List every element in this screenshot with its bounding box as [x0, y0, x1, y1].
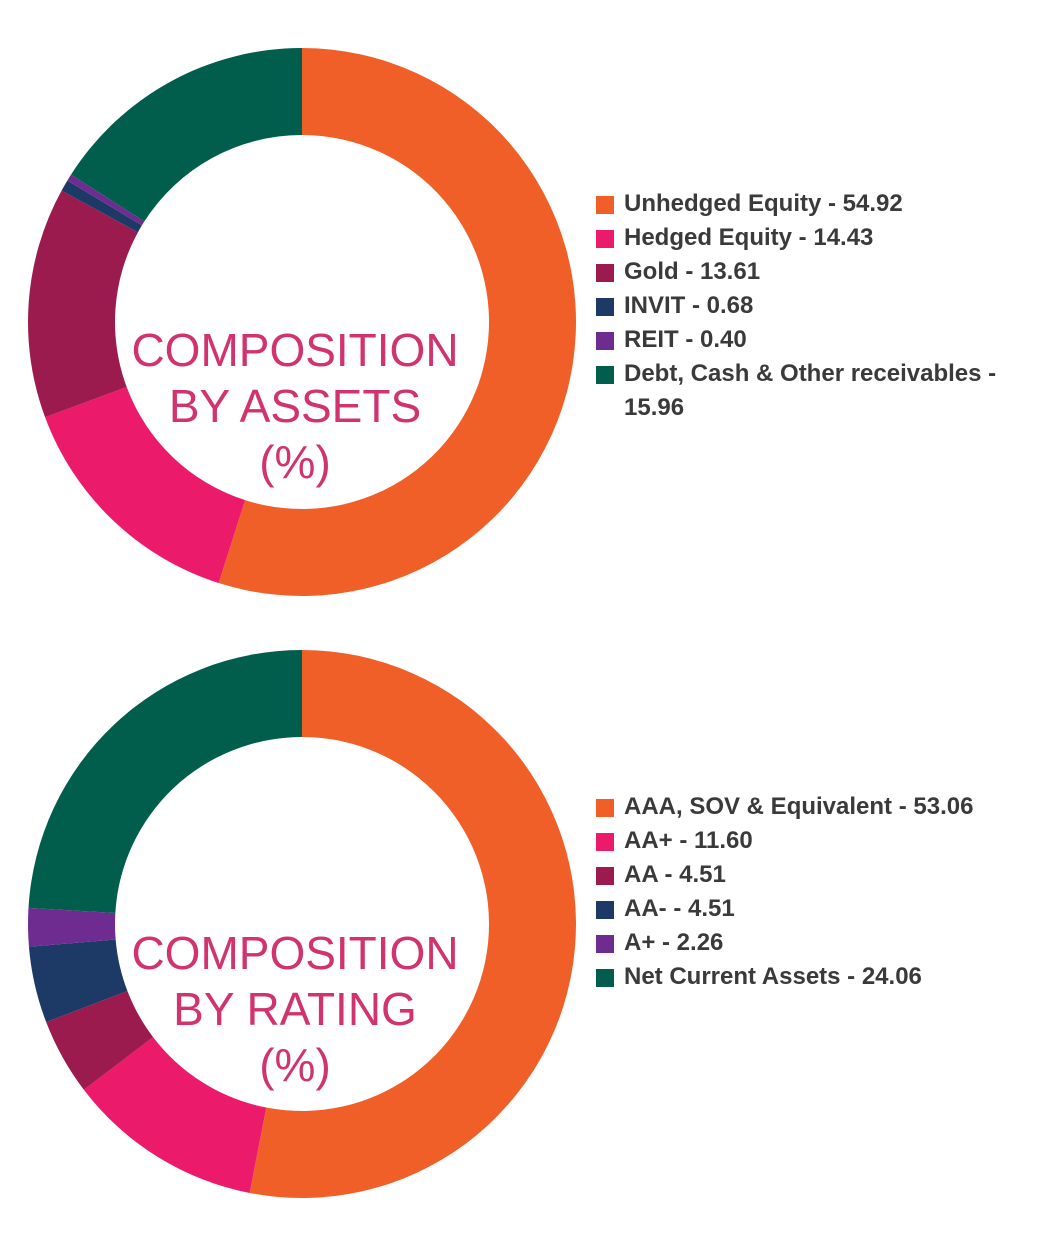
- assets-center-line-2: BY ASSETS: [168, 380, 422, 432]
- legend-label: Unhedged Equity - 54.92: [624, 190, 903, 217]
- legend-swatch: [596, 901, 614, 919]
- legend-label: Debt, Cash & Other receivables - 15.96: [624, 360, 997, 421]
- assets-center-label: COMPOSITION BY ASSETS (%): [115, 322, 475, 490]
- assets-legend: Unhedged Equity - 54.92 Hedged Equity - …: [596, 187, 1026, 425]
- assets-slice-2: [27, 190, 138, 418]
- rating-slice-4: [28, 907, 116, 947]
- assets-legend-item: Debt, Cash & Other receivables - 15.96: [596, 357, 1026, 425]
- assets-slice-5: [71, 48, 303, 222]
- legend-label: AA - 4.51: [624, 861, 726, 888]
- rating-center-label: COMPOSITION BY RATING (%): [115, 925, 475, 1093]
- rating-legend-item: Net Current Assets - 24.06: [596, 960, 1026, 994]
- assets-center-line-1: COMPOSITION: [131, 324, 459, 376]
- legend-swatch: [596, 366, 614, 384]
- rating-slice-0: [249, 650, 576, 1198]
- rating-center-line-1: COMPOSITION: [131, 927, 459, 979]
- rating-slice-3: [28, 939, 128, 1023]
- rating-slice-1: [83, 1037, 267, 1193]
- assets-legend-item: REIT - 0.40: [596, 323, 1026, 357]
- legend-swatch: [596, 264, 614, 282]
- legend-label: A+ - 2.26: [624, 929, 724, 956]
- assets-slice-3: [61, 180, 142, 233]
- legend-swatch: [596, 935, 614, 953]
- legend-label: Net Current Assets - 24.06: [624, 963, 922, 990]
- assets-legend-item: Gold - 13.61: [596, 255, 1026, 289]
- assets-donut-chart: [27, 48, 577, 597]
- rating-legend-item: AA - 4.51: [596, 858, 1026, 892]
- assets-legend-item: Unhedged Equity - 54.92: [596, 187, 1026, 221]
- legend-label: Gold - 13.61: [624, 258, 761, 285]
- rating-legend-item: AA+ - 11.60: [596, 824, 1026, 858]
- legend-swatch: [596, 867, 614, 885]
- legend-label: INVIT - 0.68: [624, 292, 754, 319]
- rating-donut-chart: [28, 650, 576, 1198]
- rating-slice-2: [46, 990, 154, 1090]
- rating-slice-5: [28, 650, 303, 913]
- assets-slice-0: [218, 48, 577, 597]
- legend-swatch: [596, 833, 614, 851]
- rating-legend: AAA, SOV & Equivalent - 53.06 AA+ - 11.6…: [596, 790, 1026, 994]
- legend-label: AAA, SOV & Equivalent - 53.06: [624, 793, 974, 820]
- legend-label: AA- - 4.51: [624, 895, 735, 922]
- assets-center-line-3: (%): [259, 436, 331, 488]
- rating-legend-item: AA- - 4.51: [596, 892, 1026, 926]
- assets-legend-item: INVIT - 0.68: [596, 289, 1026, 323]
- rating-center-line-3: (%): [259, 1039, 331, 1091]
- legend-label: REIT - 0.40: [624, 326, 747, 353]
- rating-center-line-2: BY RATING: [173, 983, 417, 1035]
- legend-label: AA+ - 11.60: [624, 827, 753, 854]
- assets-slice-4: [67, 174, 145, 226]
- legend-swatch: [596, 230, 614, 248]
- assets-legend-item: Hedged Equity - 14.43: [596, 221, 1026, 255]
- legend-label: Hedged Equity - 14.43: [624, 224, 874, 251]
- legend-swatch: [596, 969, 614, 987]
- legend-swatch: [596, 298, 614, 316]
- legend-swatch: [596, 196, 614, 214]
- legend-swatch: [596, 799, 614, 817]
- legend-swatch: [596, 332, 614, 350]
- rating-legend-item: A+ - 2.26: [596, 926, 1026, 960]
- rating-legend-item: AAA, SOV & Equivalent - 53.06: [596, 790, 1026, 824]
- assets-slice-1: [45, 386, 246, 584]
